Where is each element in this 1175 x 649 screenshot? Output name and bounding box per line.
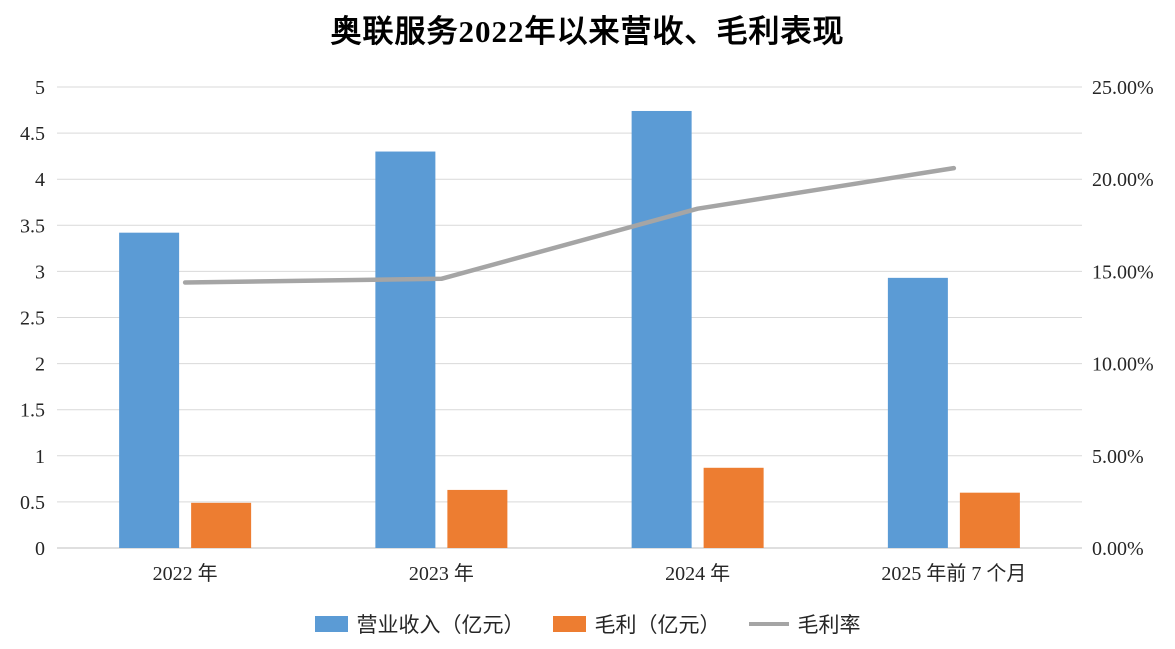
left-axis-tick: 5 — [35, 77, 45, 99]
left-axis-tick: 4 — [35, 169, 45, 191]
legend-item-profit: 毛利（亿元） — [552, 609, 721, 639]
left-axis-tick: 0.5 — [20, 492, 45, 514]
legend-label-revenue: 营业收入（亿元） — [356, 613, 525, 637]
legend-item-margin: 毛利率 — [748, 609, 861, 639]
x-axis-label: 2024 年 — [665, 562, 730, 585]
left-axis-tick: 3.5 — [20, 215, 45, 237]
right-axis-tick: 20.00% — [1092, 169, 1154, 191]
left-axis-tick: 2 — [35, 354, 45, 376]
bar-revenue-2025 年前 7 个月 — [887, 277, 948, 548]
left-axis-tick: 1.5 — [20, 400, 45, 422]
x-axis-label: 2022 年 — [153, 562, 218, 585]
right-axis-tick: 15.00% — [1092, 261, 1154, 283]
left-axis-tick: 1 — [35, 446, 45, 468]
legend-label-profit: 毛利（亿元） — [594, 613, 721, 637]
bar-profit-2025 年前 7 个月 — [959, 492, 1020, 548]
margin-line-swatch-icon — [748, 622, 789, 626]
legend-item-revenue: 营业收入（亿元） — [314, 609, 525, 639]
bar-profit-2024 年 — [703, 467, 764, 548]
right-axis-tick: 5.00% — [1092, 446, 1144, 468]
profit-swatch-icon — [552, 616, 586, 632]
left-axis-tick: 2.5 — [20, 308, 45, 330]
bar-revenue-2024 年 — [631, 110, 692, 549]
x-axis-label: 2025 年前 7 个月 — [881, 562, 1026, 585]
left-axis-tick: 4.5 — [20, 123, 45, 145]
right-axis-tick: 25.00% — [1092, 77, 1154, 99]
chart-title: 奥联服务2022年以来营收、毛利表现 — [330, 14, 845, 49]
gross-margin-line — [182, 165, 957, 285]
bar-revenue-2022 年 — [119, 232, 180, 548]
bar-profit-2022 年 — [191, 502, 252, 548]
right-axis-tick: 10.00% — [1092, 354, 1154, 376]
left-axis-tick: 3 — [35, 261, 45, 283]
legend-label-margin: 毛利率 — [797, 613, 861, 637]
right-axis-tick: 0.00% — [1092, 538, 1144, 560]
bar-revenue-2023 年 — [375, 151, 436, 549]
legend: 营业收入（亿元） 毛利（亿元） 毛利率 — [0, 609, 1175, 639]
left-axis-tick: 0 — [35, 538, 45, 560]
x-axis-label: 2023 年 — [409, 562, 474, 585]
revenue-swatch-icon — [314, 616, 348, 632]
bar-profit-2023 年 — [447, 489, 508, 548]
